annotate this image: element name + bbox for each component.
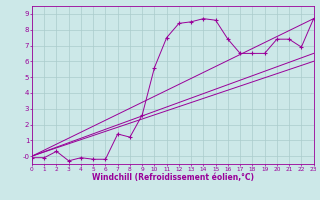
X-axis label: Windchill (Refroidissement éolien,°C): Windchill (Refroidissement éolien,°C) (92, 173, 254, 182)
